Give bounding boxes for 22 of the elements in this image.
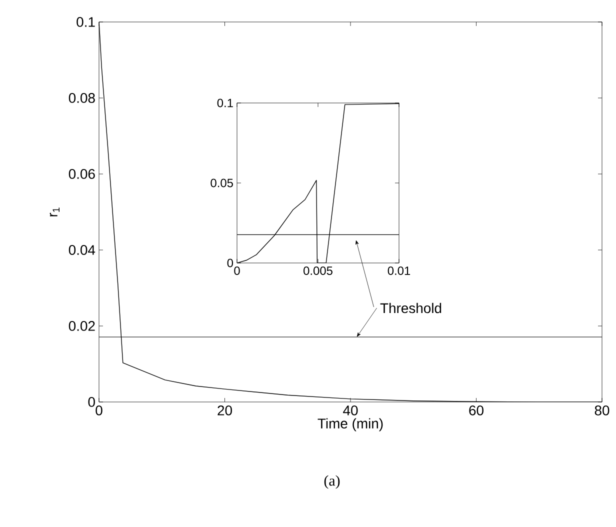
y-tick-label: 0 (227, 258, 234, 268)
x-tick-label: 40 (343, 405, 358, 416)
x-tick-label: 0 (234, 266, 240, 275)
text: (a) (324, 475, 340, 489)
x-tick-label: 60 (469, 405, 484, 416)
y-tick-label: 0.02 (68, 321, 95, 331)
y-axis-title: r$_{1}$ (50, 208, 60, 216)
annotation: Threshold (380, 302, 442, 314)
x-axis-title: Time (min) (318, 418, 383, 432)
y-tick-label: 0 (88, 397, 95, 407)
x-tick-label: 80 (594, 405, 610, 416)
y-tick-label: 0.04 (68, 245, 96, 255)
y-tick-label: 0.08 (68, 93, 95, 103)
y-tick-label: 0.06 (68, 169, 95, 179)
x-tick-label: 0 (96, 405, 102, 416)
line-series (99, 22, 602, 402)
y-tick-label: 0.05 (210, 178, 233, 188)
y-tick-label: 0.1 (217, 98, 233, 108)
x-tick-label: 0.005 (304, 266, 332, 275)
x-tick-label: 20 (218, 405, 232, 416)
y-tick-label: 0.1 (76, 17, 95, 27)
x-tick-label: 0.01 (388, 266, 410, 275)
